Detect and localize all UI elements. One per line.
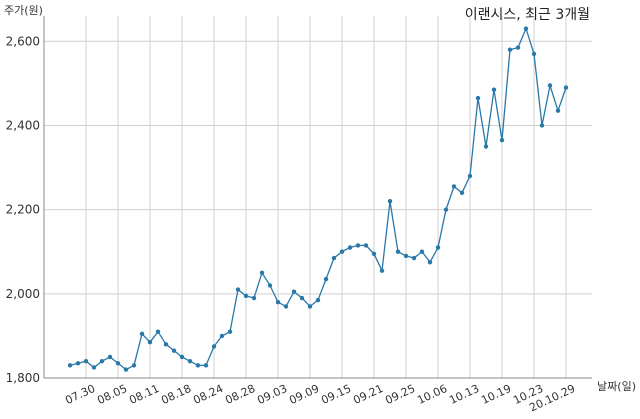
y-axis-label: 주가(원): [4, 4, 43, 17]
data-point: [315, 297, 321, 303]
data-point: [251, 295, 257, 301]
data-point: [83, 358, 89, 364]
data-point: [427, 260, 433, 265]
data-point: [515, 45, 521, 50]
data-point: [339, 249, 345, 254]
y-tick-label: 1,800: [6, 371, 40, 385]
data-point: [483, 144, 489, 149]
data-point: [435, 245, 441, 250]
data-point: [531, 51, 537, 57]
y-tick-label: 2,200: [6, 203, 40, 217]
data-point: [155, 329, 161, 334]
x-tick-label: 07.30: [63, 382, 97, 407]
data-point: [283, 304, 289, 309]
data-point: [443, 207, 449, 212]
chart-title: 이랜시스, 최근 3개월: [464, 7, 590, 23]
data-point: [75, 361, 81, 366]
y-tick-label: 2,600: [6, 34, 40, 48]
data-point: [539, 123, 545, 128]
data-point: [235, 287, 241, 292]
x-tick-label: 08.05: [95, 382, 129, 407]
data-point: [147, 340, 153, 345]
x-tick-label: 09.21: [351, 382, 385, 407]
x-tick-label: 10.19: [479, 382, 513, 407]
x-tick-label: 09.03: [255, 382, 289, 407]
data-point: [467, 173, 473, 179]
data-point: [331, 255, 337, 261]
x-tick-label: 08.28: [223, 382, 257, 407]
data-point: [123, 367, 129, 372]
series-line: [69, 26, 567, 371]
x-axis-label: 날짜(일): [597, 380, 636, 393]
data-point: [555, 108, 561, 113]
x-tick-label: 09.09: [287, 382, 321, 407]
data-point: [419, 249, 425, 254]
data-point: [411, 255, 417, 261]
data-point: [507, 47, 513, 52]
data-point: [491, 87, 497, 92]
y-tick-label: 2,000: [6, 287, 40, 301]
data-point: [307, 304, 313, 309]
data-point: [299, 295, 305, 301]
data-point: [523, 26, 529, 31]
data-point: [291, 289, 297, 294]
data-point: [107, 354, 113, 360]
data-point: [99, 358, 105, 364]
data-point: [211, 344, 217, 349]
data-point: [91, 365, 97, 370]
x-tick-label: 10.06: [415, 382, 449, 407]
data-point: [195, 363, 201, 368]
data-point: [403, 253, 409, 259]
data-point: [459, 190, 465, 195]
y-tick-label: 2,400: [6, 118, 40, 132]
data-point: [387, 199, 393, 204]
data-point: [243, 293, 249, 299]
data-point: [363, 243, 369, 248]
data-point: [355, 243, 361, 248]
data-point: [563, 85, 569, 90]
x-tick-label: 09.15: [319, 382, 353, 407]
data-point: [499, 137, 505, 143]
data-point: [163, 342, 169, 347]
data-point: [475, 95, 481, 101]
data-point: [187, 358, 193, 364]
data-point: [67, 363, 73, 368]
x-tick-label: 09.25: [383, 382, 417, 407]
x-tick-label: 08.18: [159, 382, 193, 407]
x-tick-label: 08.11: [127, 382, 161, 407]
data-point: [371, 251, 377, 257]
data-point: [203, 363, 209, 368]
x-tick-label: 08.24: [191, 382, 225, 407]
x-tick-label: 10.13: [447, 382, 481, 407]
data-point: [131, 363, 137, 368]
data-point: [547, 83, 553, 88]
data-point: [379, 268, 385, 273]
data-point: [139, 331, 145, 337]
data-point: [179, 354, 185, 360]
data-point: [171, 348, 177, 353]
data-point: [267, 283, 273, 288]
data-point: [227, 329, 233, 334]
data-point: [395, 249, 401, 254]
data-point: [347, 245, 353, 250]
data-point: [219, 333, 225, 339]
data-point: [115, 361, 121, 366]
data-point: [323, 276, 329, 282]
data-point: [275, 300, 281, 305]
data-point: [451, 184, 457, 189]
data-point: [259, 270, 265, 275]
